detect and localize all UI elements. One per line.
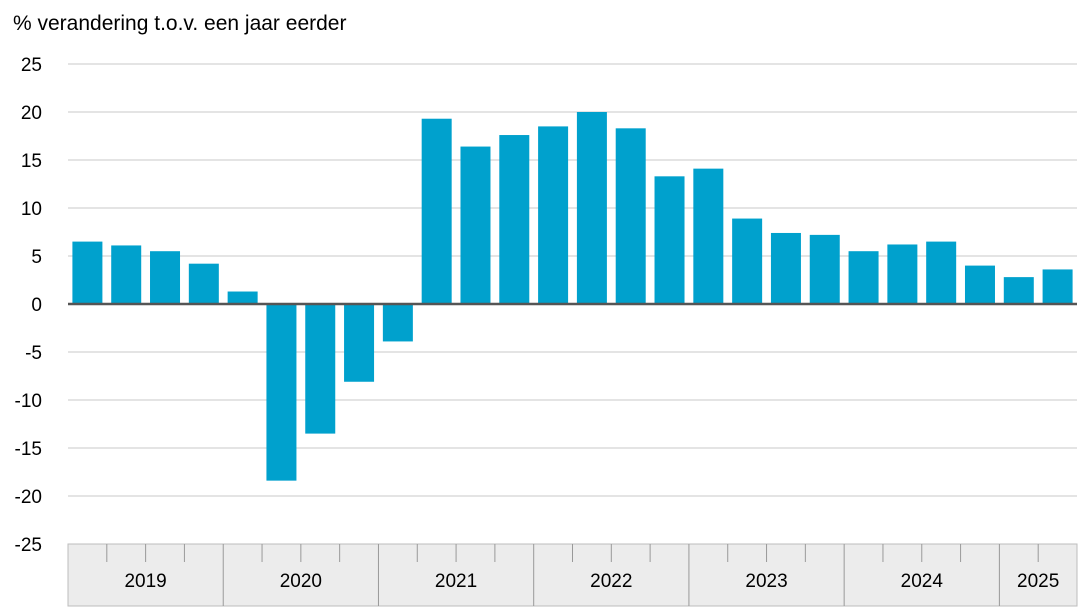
y-tick-label: -5 bbox=[25, 343, 42, 364]
bar bbox=[538, 126, 569, 305]
bar bbox=[926, 241, 957, 304]
bars bbox=[72, 112, 1073, 481]
bar bbox=[227, 291, 258, 304]
year-label: 2025 bbox=[1017, 571, 1059, 592]
bar bbox=[305, 304, 336, 434]
bar bbox=[693, 168, 724, 304]
bar bbox=[344, 304, 375, 382]
bar bbox=[964, 265, 995, 304]
y-tick-label: -25 bbox=[15, 535, 42, 556]
bar bbox=[382, 304, 413, 342]
y-tick-label: 0 bbox=[31, 295, 42, 316]
bar bbox=[887, 244, 918, 304]
x-axis-category-box bbox=[67, 543, 1078, 607]
bar bbox=[499, 135, 530, 304]
bar bbox=[1042, 269, 1073, 304]
bar bbox=[848, 251, 879, 304]
y-tick-labels: 25 20 15 10 5 0 -5 -10 -15 -20 -25 bbox=[15, 55, 42, 556]
bar bbox=[421, 118, 452, 304]
bar bbox=[72, 241, 103, 304]
bar bbox=[654, 176, 685, 304]
y-tick-label: 15 bbox=[21, 151, 42, 172]
bar bbox=[150, 251, 181, 304]
bar bbox=[1003, 277, 1034, 304]
bar bbox=[576, 112, 607, 304]
bar bbox=[770, 232, 801, 304]
year-label: 2019 bbox=[124, 571, 166, 592]
y-tick-label: 10 bbox=[21, 199, 42, 220]
bar bbox=[460, 146, 491, 304]
y-tick-label: -20 bbox=[15, 487, 42, 508]
year-label: 2024 bbox=[901, 571, 944, 592]
year-labels: 2019 2020 2021 2022 2023 2024 2025 bbox=[124, 571, 1059, 592]
year-label: 2021 bbox=[435, 571, 477, 592]
bar bbox=[188, 263, 219, 304]
bar bbox=[732, 218, 763, 304]
bar bbox=[615, 128, 646, 304]
y-tick-label: 5 bbox=[31, 247, 42, 268]
year-label: 2020 bbox=[280, 571, 322, 592]
bar bbox=[809, 234, 840, 304]
y-tick-label: -15 bbox=[15, 439, 42, 460]
y-tick-label: -10 bbox=[15, 391, 42, 412]
bar bbox=[111, 245, 142, 304]
bar bbox=[266, 304, 297, 481]
year-label: 2022 bbox=[590, 571, 632, 592]
y-axis-label: % verandering t.o.v. een jaar eerder bbox=[13, 12, 347, 35]
y-tick-label: 25 bbox=[21, 55, 42, 76]
year-label: 2023 bbox=[745, 571, 787, 592]
y-tick-label: 20 bbox=[21, 103, 42, 124]
